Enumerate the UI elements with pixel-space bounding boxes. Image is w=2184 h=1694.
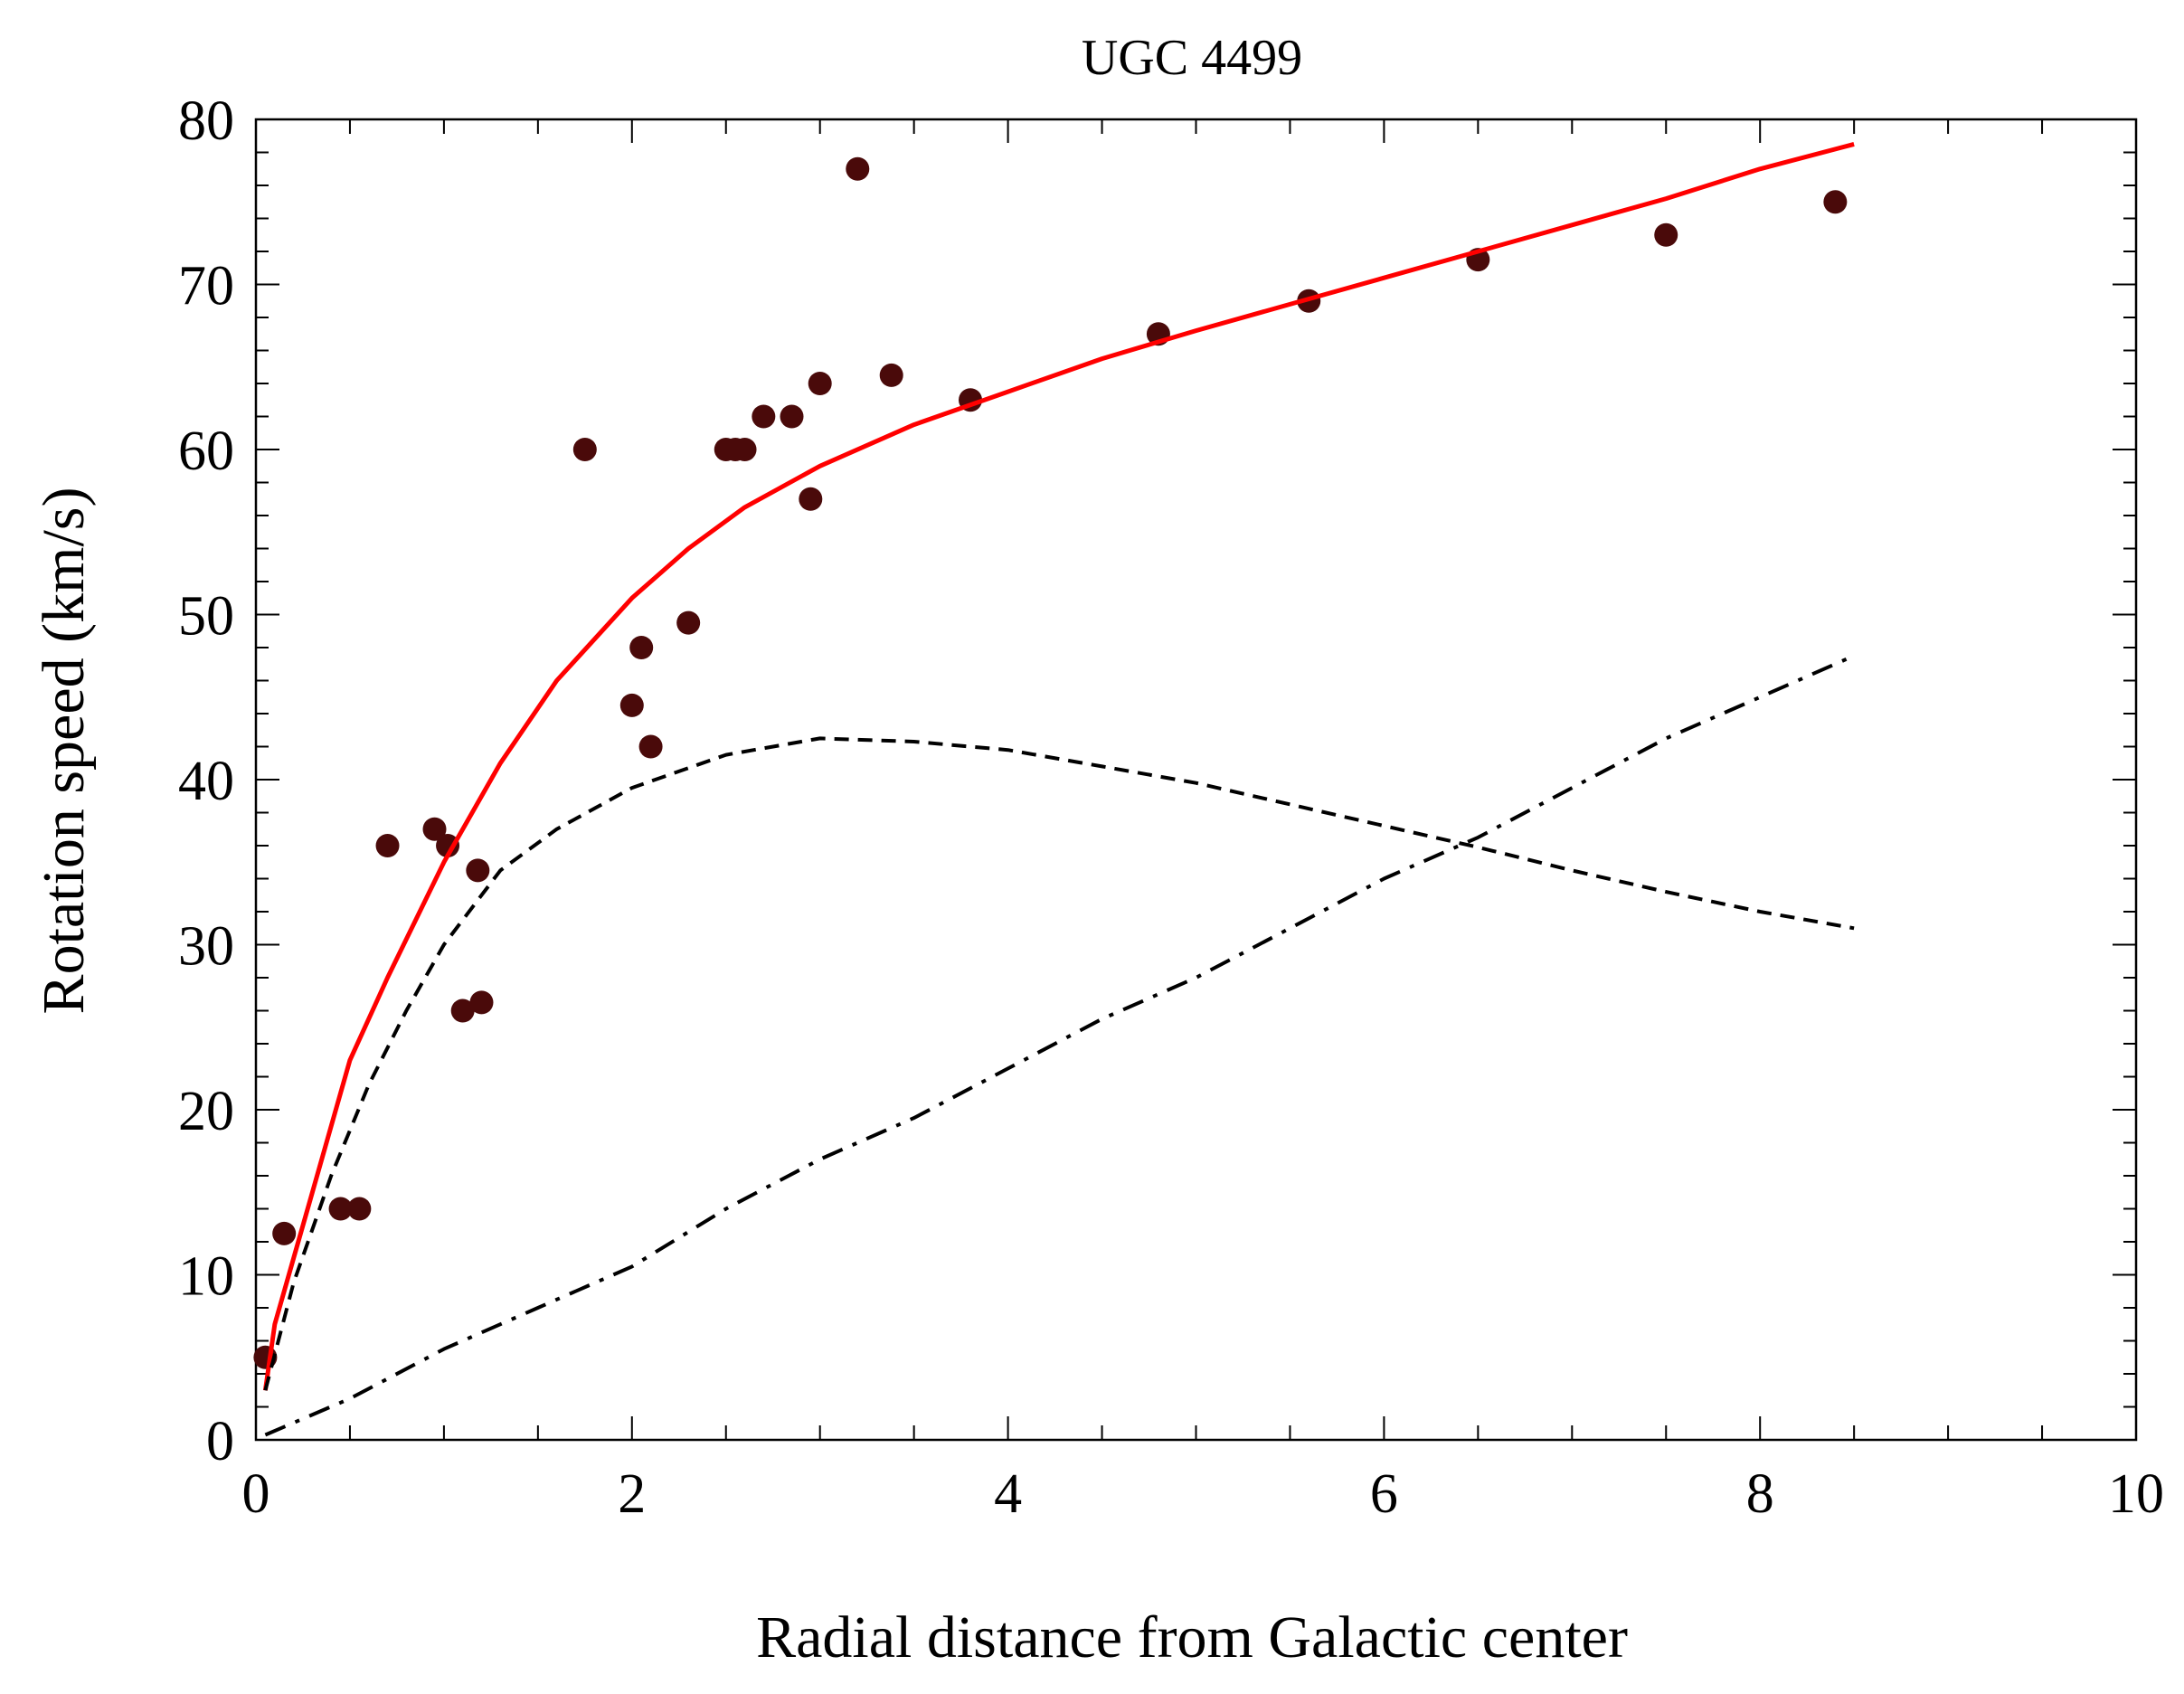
- data-point: [450, 998, 475, 1023]
- data-point: [272, 1221, 297, 1245]
- data-point: [638, 734, 663, 759]
- series-line-halo: [264, 654, 1855, 1437]
- data-point: [375, 834, 400, 857]
- y-tick-label: 60: [178, 421, 234, 482]
- y-tick-label: 30: [178, 916, 234, 978]
- x-tick-label: 0: [242, 1463, 270, 1525]
- data-point: [1654, 222, 1678, 247]
- data-point: [879, 363, 903, 387]
- data-point: [572, 438, 597, 461]
- x-axis-label: Radial distance from Galactic center: [756, 1604, 1628, 1670]
- plot-frame: [254, 118, 2138, 1442]
- series-line-total-fit: [262, 141, 1855, 1391]
- y-tick-label: 80: [178, 90, 234, 152]
- y-axis-label: Rotation speed (km/s): [31, 487, 97, 1015]
- data-point: [466, 858, 490, 883]
- data-point: [619, 693, 644, 717]
- data-point: [347, 1197, 372, 1221]
- data-point: [629, 636, 654, 659]
- chart-title: UGC 4499: [1082, 30, 1302, 86]
- x-tick-label: 2: [618, 1463, 646, 1525]
- plot-area: 0 2 4 6 8 10 0 10 20 30 40 50 60 70 80: [178, 90, 2164, 1525]
- x-tick-label: 4: [994, 1463, 1022, 1525]
- data-point: [422, 817, 447, 841]
- data-point: [780, 404, 804, 429]
- y-tick-label: 0: [206, 1411, 234, 1472]
- data-point: [733, 438, 757, 461]
- data-point: [676, 610, 701, 635]
- data-point: [328, 1197, 353, 1221]
- y-tick-label: 50: [178, 586, 234, 648]
- data-point: [808, 372, 832, 395]
- data-point: [799, 487, 823, 511]
- y-tick-label: 70: [178, 256, 234, 317]
- y-tick-label: 20: [178, 1081, 234, 1142]
- data-point: [436, 834, 460, 857]
- data-point: [752, 404, 776, 429]
- x-tick-label: 8: [1746, 1463, 1774, 1525]
- data-point: [469, 990, 494, 1015]
- x-tick-label: 10: [2108, 1463, 2164, 1525]
- series-line-disk: [263, 736, 1855, 1391]
- x-tick-label: 6: [1370, 1463, 1398, 1525]
- y-tick-label: 40: [178, 751, 234, 812]
- y-tick-label: 10: [178, 1246, 234, 1308]
- data-point: [846, 156, 870, 181]
- data-point: [1823, 190, 1848, 214]
